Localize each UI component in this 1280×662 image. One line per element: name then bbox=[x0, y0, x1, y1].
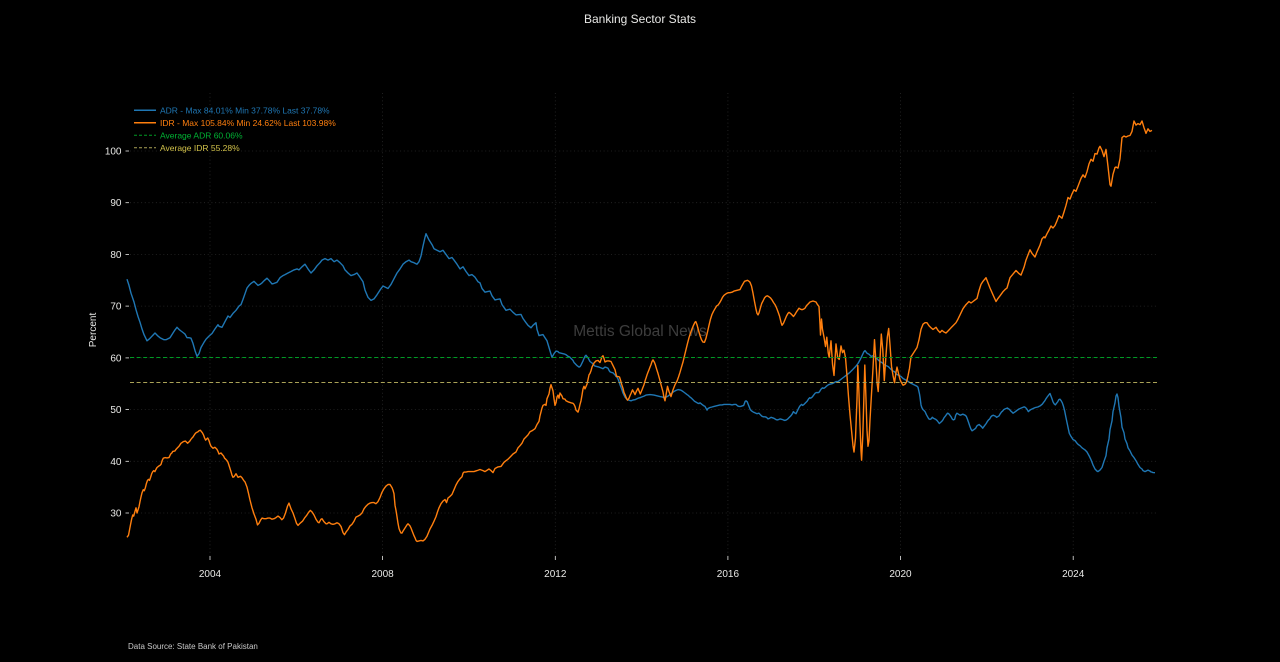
svg-text:Data Source: State Bank of Pak: Data Source: State Bank of Pakistan bbox=[128, 642, 258, 651]
svg-text:2016: 2016 bbox=[717, 569, 740, 580]
svg-text:30: 30 bbox=[110, 509, 122, 520]
svg-text:50: 50 bbox=[110, 405, 122, 416]
svg-text:70: 70 bbox=[110, 302, 122, 313]
svg-text:2004: 2004 bbox=[199, 569, 222, 580]
svg-text:Mettis Global News: Mettis Global News bbox=[573, 323, 707, 340]
svg-text:Banking Sector Stats: Banking Sector Stats bbox=[584, 12, 696, 26]
svg-text:2008: 2008 bbox=[371, 569, 394, 580]
svg-text:2012: 2012 bbox=[544, 569, 567, 580]
svg-text:Average IDR 55.28%: Average IDR 55.28% bbox=[160, 143, 240, 153]
svg-text:40: 40 bbox=[110, 457, 122, 468]
svg-text:60: 60 bbox=[110, 353, 122, 364]
svg-text:2024: 2024 bbox=[1062, 569, 1085, 580]
svg-text:IDR - Max 105.84% Min 24.62% L: IDR - Max 105.84% Min 24.62% Last 103.98… bbox=[160, 118, 336, 128]
svg-text:80: 80 bbox=[110, 250, 122, 261]
svg-text:ADR - Max 84.01% Min 37.78% La: ADR - Max 84.01% Min 37.78% Last 37.78% bbox=[160, 106, 330, 116]
svg-text:2020: 2020 bbox=[889, 569, 912, 580]
svg-text:90: 90 bbox=[110, 198, 122, 209]
svg-text:Percent: Percent bbox=[88, 313, 99, 348]
svg-text:Average ADR 60.06%: Average ADR 60.06% bbox=[160, 131, 243, 141]
svg-text:100: 100 bbox=[105, 147, 122, 158]
